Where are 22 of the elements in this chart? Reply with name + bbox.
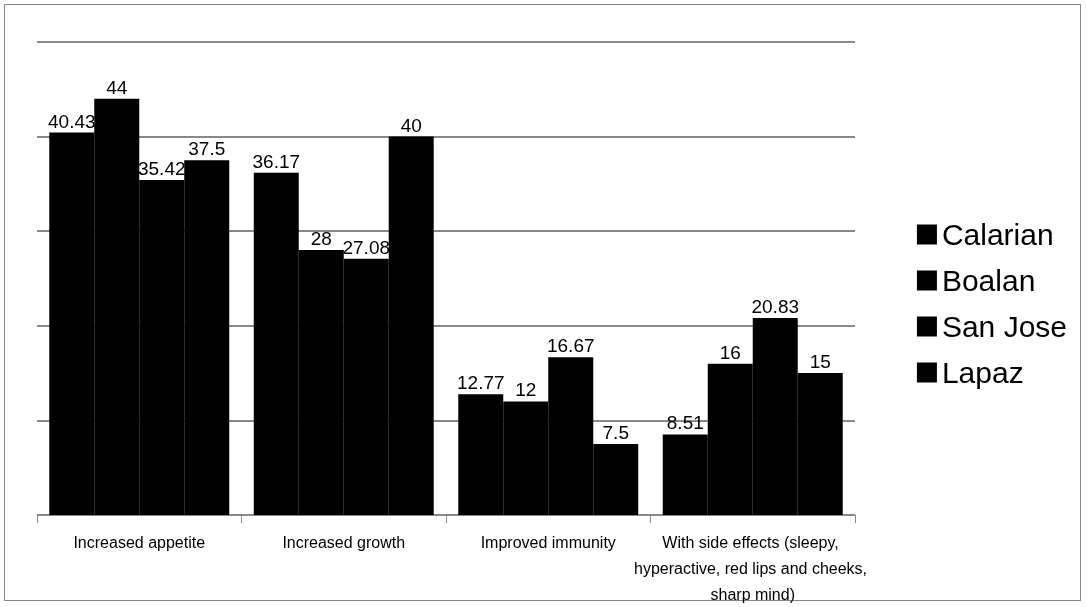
data-label: 40 (400, 114, 422, 136)
data-label: 12 (515, 379, 537, 401)
legend-label: San Jose (941, 310, 1068, 343)
legend-label: Boalan (941, 264, 1036, 297)
data-label: 16.67 (546, 335, 595, 357)
data-label: 37.5 (188, 138, 226, 160)
x-tick-label: Improved immunity (480, 533, 616, 551)
data-label: 15 (809, 351, 831, 373)
data-label: 16 (719, 341, 741, 363)
legend-label: Calarian (941, 218, 1054, 251)
data-label: 28 (310, 228, 332, 250)
data-label: 20.83 (751, 295, 800, 317)
data-label: 36.17 (252, 150, 301, 172)
x-tick-label: Increased appetite (73, 533, 206, 551)
x-tick-label: With side effects (sleepy, hyperactive, red lips and cheeks, sharp mind) (634, 533, 872, 603)
data-label: 8.51 (666, 412, 704, 434)
legend-label: Lapaz (941, 356, 1024, 389)
x-tick-label: Increased growth (282, 533, 406, 551)
data-label: 27.08 (342, 236, 391, 258)
data-label: 7.5 (602, 422, 629, 444)
data-label: 12.77 (456, 372, 505, 394)
data-label: 44 (106, 76, 128, 98)
